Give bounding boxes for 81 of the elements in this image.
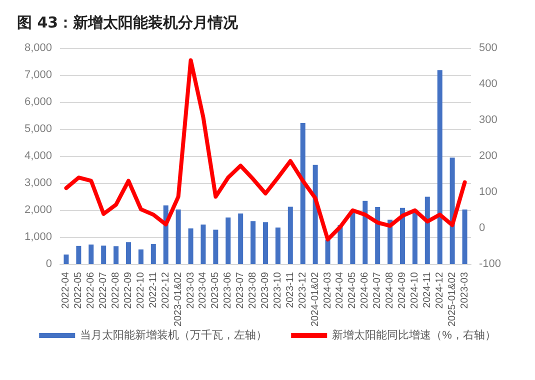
y-tick-label: 4,000 bbox=[24, 150, 52, 162]
bar bbox=[325, 240, 330, 264]
x-tick-label: 2022-12 bbox=[160, 272, 172, 309]
bar bbox=[300, 123, 306, 264]
x-tick-label: 2022-06 bbox=[86, 272, 97, 309]
bar bbox=[275, 228, 280, 264]
bar bbox=[88, 244, 94, 264]
x-tick-label: 2024-10 bbox=[409, 272, 420, 309]
bar bbox=[288, 206, 293, 264]
x-tick-label: 2024-05 bbox=[347, 272, 358, 309]
bar bbox=[362, 200, 368, 264]
bar bbox=[238, 214, 244, 264]
x-tick-label: 2023-05 bbox=[210, 272, 222, 309]
bar bbox=[138, 249, 144, 264]
bar bbox=[437, 70, 442, 264]
bar bbox=[200, 224, 206, 264]
legend-label: 新增太阳能同比增速（%，右轴） bbox=[332, 328, 496, 342]
x-tick-label: 2023-08 bbox=[248, 272, 259, 309]
chart-title: 图 43：新增太阳能装机分月情况 bbox=[17, 14, 240, 32]
x-tick-label: 2023-10 bbox=[272, 272, 284, 309]
x-tick-label: 2022-10 bbox=[135, 272, 146, 309]
x-tick-label: 2024-08 bbox=[384, 272, 396, 309]
y2-tick-label: 0 bbox=[479, 222, 486, 234]
y-tick-label: 2,000 bbox=[24, 204, 52, 216]
bar bbox=[114, 246, 119, 264]
x-tick-label: 2022-04 bbox=[60, 272, 72, 309]
bar bbox=[462, 209, 468, 264]
x-tick-label: 2022-11 bbox=[148, 272, 159, 308]
y2-tick-label: 300 bbox=[479, 114, 498, 126]
bar bbox=[350, 212, 356, 264]
bar bbox=[450, 158, 455, 264]
x-tick-label: 2023-06 bbox=[222, 272, 234, 309]
x-tick-label: 2023-03 bbox=[459, 272, 470, 309]
x-tick-label: 2023-03 bbox=[185, 272, 196, 309]
x-tick-label: 2024-01&02 bbox=[310, 272, 321, 326]
bar bbox=[126, 242, 131, 264]
x-tick-label: 2023-09 bbox=[260, 272, 271, 309]
y2-tick-label: 200 bbox=[479, 150, 498, 162]
x-tick-label: 2024-11 bbox=[422, 272, 433, 308]
bar bbox=[375, 207, 380, 264]
x-tick-label: 2022-05 bbox=[73, 272, 84, 309]
y-tick-label: 3,000 bbox=[24, 177, 52, 189]
x-tick-label: 2023-07 bbox=[235, 272, 246, 309]
x-tick-label: 2023-04 bbox=[198, 272, 209, 309]
bar bbox=[400, 208, 405, 264]
x-tick-label: 2024-12 bbox=[434, 272, 446, 309]
legend-label: 当月太阳能新增装机（万千瓦，左轴） bbox=[80, 328, 268, 342]
y2-tick-label: -100 bbox=[479, 258, 502, 270]
x-tick-label: 2023-12 bbox=[297, 272, 308, 309]
y2-tick-label: 400 bbox=[479, 78, 498, 90]
x-tick-label: 2022-08 bbox=[110, 272, 122, 309]
bar bbox=[76, 246, 82, 264]
bar bbox=[213, 230, 218, 264]
bar bbox=[188, 228, 194, 264]
bar bbox=[226, 218, 231, 264]
bar bbox=[101, 246, 106, 264]
x-tick-label: 2024-06 bbox=[360, 272, 371, 309]
y-tick-label: 8,000 bbox=[24, 42, 52, 54]
x-tick-label: 2023-11 bbox=[284, 272, 296, 308]
x-tick-label: 2022-07 bbox=[98, 272, 110, 309]
x-tick-label: 2024-04 bbox=[334, 272, 346, 309]
x-tick-label: 2024-03 bbox=[322, 272, 334, 309]
x-tick-label: 2023-01&02 bbox=[172, 272, 184, 326]
y2-tick-label: 100 bbox=[479, 186, 498, 198]
line-series bbox=[64, 58, 467, 242]
x-tick-label: 2024-09 bbox=[397, 272, 408, 309]
x-tick-label: 2025-01&02 bbox=[446, 272, 458, 326]
y-tick-label: 1,000 bbox=[24, 231, 52, 243]
x-tick-label: 2024-07 bbox=[372, 272, 384, 309]
bar bbox=[424, 196, 430, 264]
y-tick-label: 7,000 bbox=[24, 69, 52, 81]
bar bbox=[176, 209, 181, 264]
y-tick-label: 6,000 bbox=[24, 96, 52, 108]
y2-tick-label: 500 bbox=[479, 42, 498, 54]
bar bbox=[250, 221, 256, 264]
bar bbox=[263, 222, 268, 264]
x-tick-label: 2022-09 bbox=[123, 272, 134, 309]
y-tick-label: 0 bbox=[46, 258, 52, 270]
y-tick-label: 5,000 bbox=[24, 123, 52, 135]
bar bbox=[150, 244, 156, 264]
bar bbox=[64, 254, 69, 264]
